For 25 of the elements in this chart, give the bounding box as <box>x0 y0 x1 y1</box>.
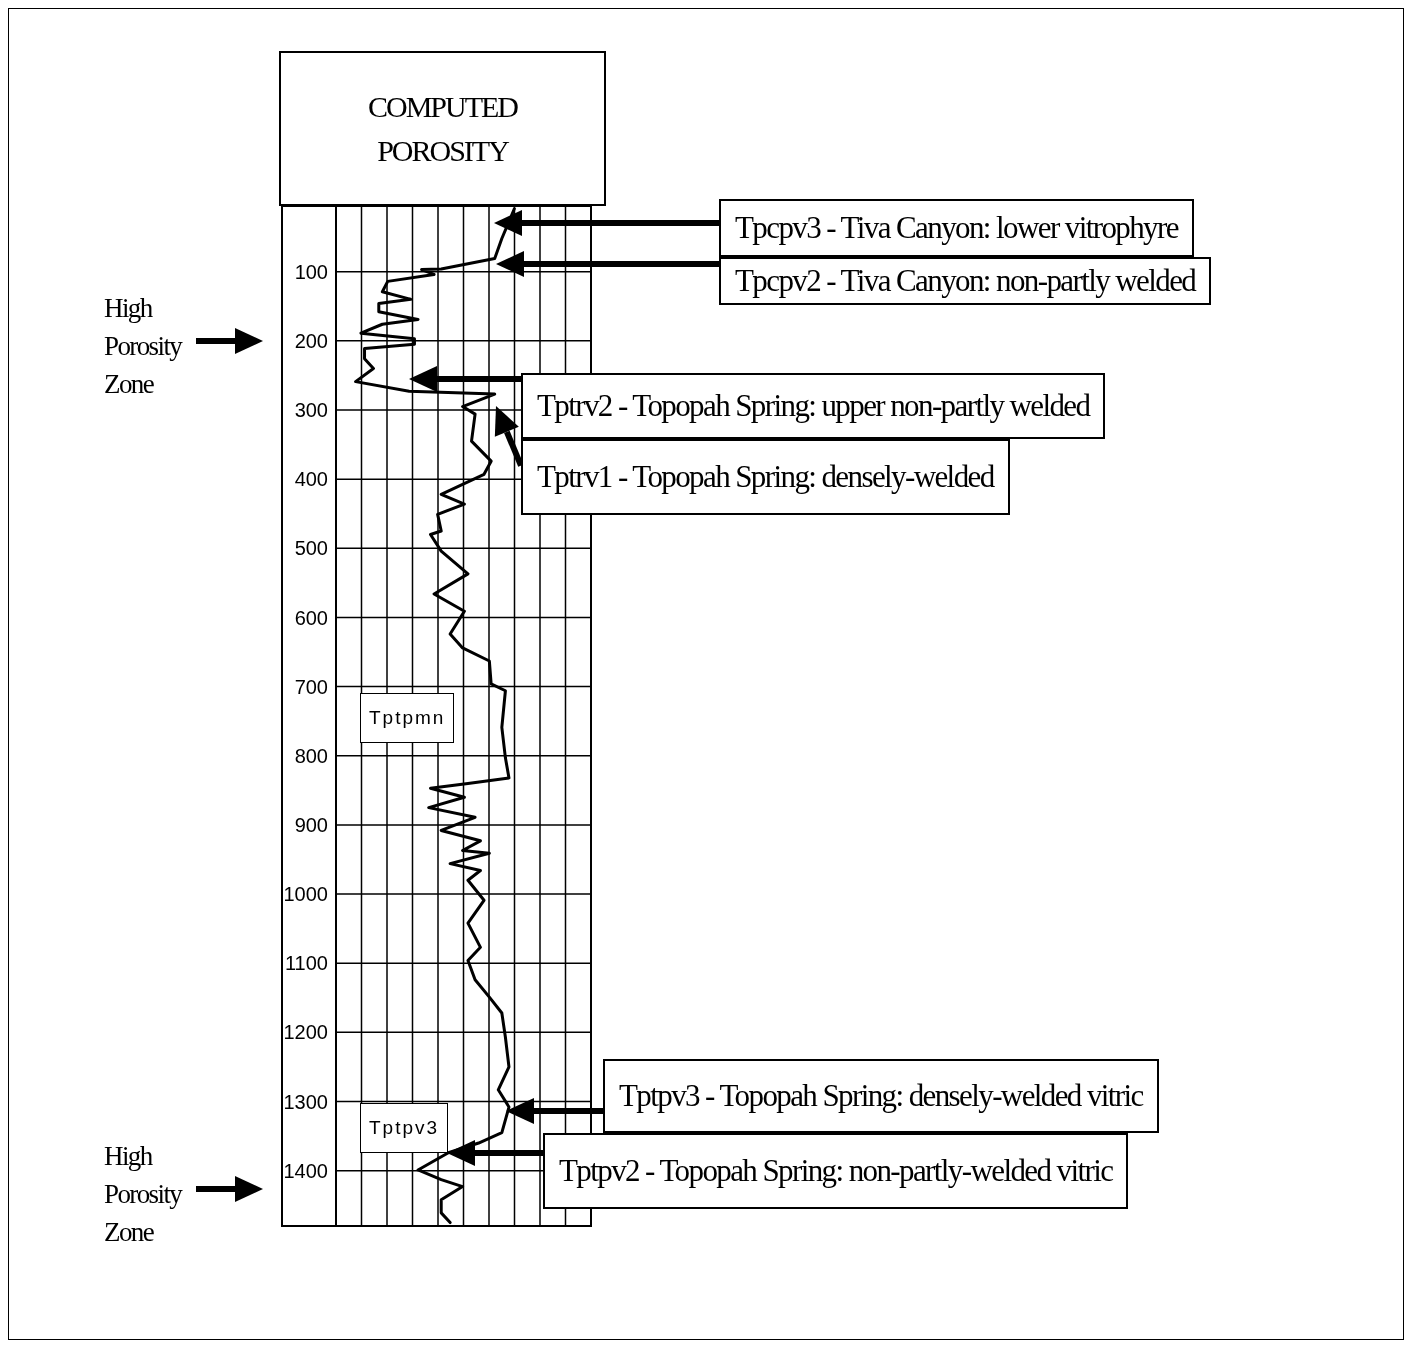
y-tick-label: 300 <box>294 399 328 422</box>
text: Tptpv3 - Topopah Spring: densely-welded vitric <box>619 1078 1143 1114</box>
annotation: Tptpv3 <box>369 1117 440 1139</box>
y-tick-label: 600 <box>294 606 328 629</box>
annotation: Tptpmn <box>369 707 446 729</box>
y-tick-label: 1000 <box>283 883 328 906</box>
y-tick-label: 1100 <box>284 952 328 975</box>
text: Tpcpv3 - Tiva Canyon: lower vitrophyre <box>735 210 1178 246</box>
y-tick-label: 800 <box>294 744 328 767</box>
y-tick-label: 100 <box>294 260 328 283</box>
text: High Porosity Zone <box>104 1141 182 1247</box>
y-tick-label: 700 <box>294 675 328 698</box>
y-tick-label: 900 <box>294 814 328 837</box>
text: High Porosity Zone <box>104 293 182 399</box>
y-tick-label: 200 <box>294 329 328 352</box>
y-tick-label: 1200 <box>283 1021 328 1044</box>
y-tick-label: 400 <box>294 468 328 491</box>
y-tick-label: 1300 <box>283 1090 328 1113</box>
chart-title: COMPUTED POROSITY <box>367 89 517 167</box>
text: Tptrv2 - Topopah Spring: upper non-partly welded <box>537 388 1090 424</box>
text: Tpcpv2 - Tiva Canyon: non-partly welded <box>735 263 1196 299</box>
text: Tptpv2 - Topopah Spring: non-partly-welded vitric <box>559 1153 1113 1189</box>
text: Tptrv1 - Topopah Spring: densely-welded <box>537 459 994 495</box>
y-tick-label: 1400 <box>283 1159 328 1182</box>
y-tick-label: 500 <box>294 537 328 560</box>
